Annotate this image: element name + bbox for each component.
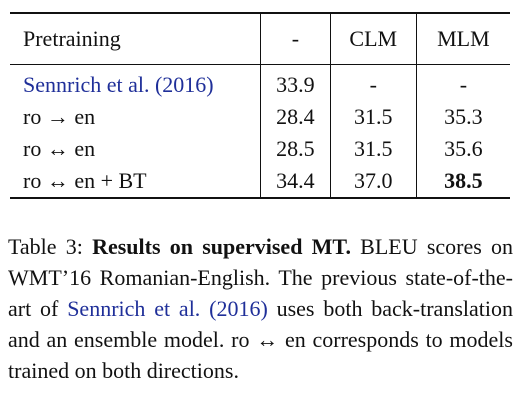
table-cell: 28.4 [260, 101, 331, 133]
table-cell: - [329, 64, 417, 101]
table-cell: ro ↔ en + BT [23, 168, 147, 193]
table-row: ro → en 28.4 31.5 35.3 [10, 101, 510, 133]
table-cell: ro ↔ en [23, 136, 96, 161]
header-row: Pretraining - CLM MLM [10, 13, 510, 65]
header-cell: MLM [415, 13, 510, 65]
table-cell: - [415, 64, 510, 101]
results-table: Pretraining - CLM MLM Sennrich et al. (2016… [10, 12, 510, 199]
table-cell: 31.5 [329, 133, 417, 165]
table-cell: 34.4 [260, 165, 331, 198]
header-cell: CLM [329, 13, 417, 65]
caption-text: uses both back-translation and an ensemb… [8, 296, 513, 383]
table-cell: ro → en [23, 104, 96, 129]
caption: Table 3: Results on supervised MT. BLEU … [8, 231, 513, 386]
table-cell: 28.5 [260, 133, 331, 165]
caption-label: Table 3: [8, 234, 83, 259]
table-cell: 37.0 [329, 165, 417, 198]
table-cell: 35.6 [415, 133, 510, 165]
citation: Sennrich et al. (2016) [67, 296, 268, 321]
table-head: Pretraining - CLM MLM [10, 13, 510, 65]
table-cell: 33.9 [260, 64, 331, 101]
header-cell: Pretraining [10, 13, 261, 65]
caption-text: BLEU scores on WMT’16 Romanian-English. … [8, 234, 514, 321]
table-row: ro ↔ en + BT 34.4 37.0 38.5 [10, 165, 510, 198]
table-cell: 38.5 [415, 165, 510, 198]
header-cell: - [260, 13, 331, 65]
table-row: ro ↔ en 28.5 31.5 35.6 [10, 133, 510, 165]
table-cell: 31.5 [329, 101, 417, 133]
table-body: Sennrich et al. (2016) 33.9- - ro → en 28.4 3… [10, 64, 510, 198]
caption-title: Results on supervised MT. [92, 234, 351, 259]
table-cell: Sennrich et al. (2016) [23, 72, 214, 97]
table-cell: 35.3 [415, 101, 510, 133]
table-row: Sennrich et al. (2016) 33.9- - [10, 64, 510, 101]
